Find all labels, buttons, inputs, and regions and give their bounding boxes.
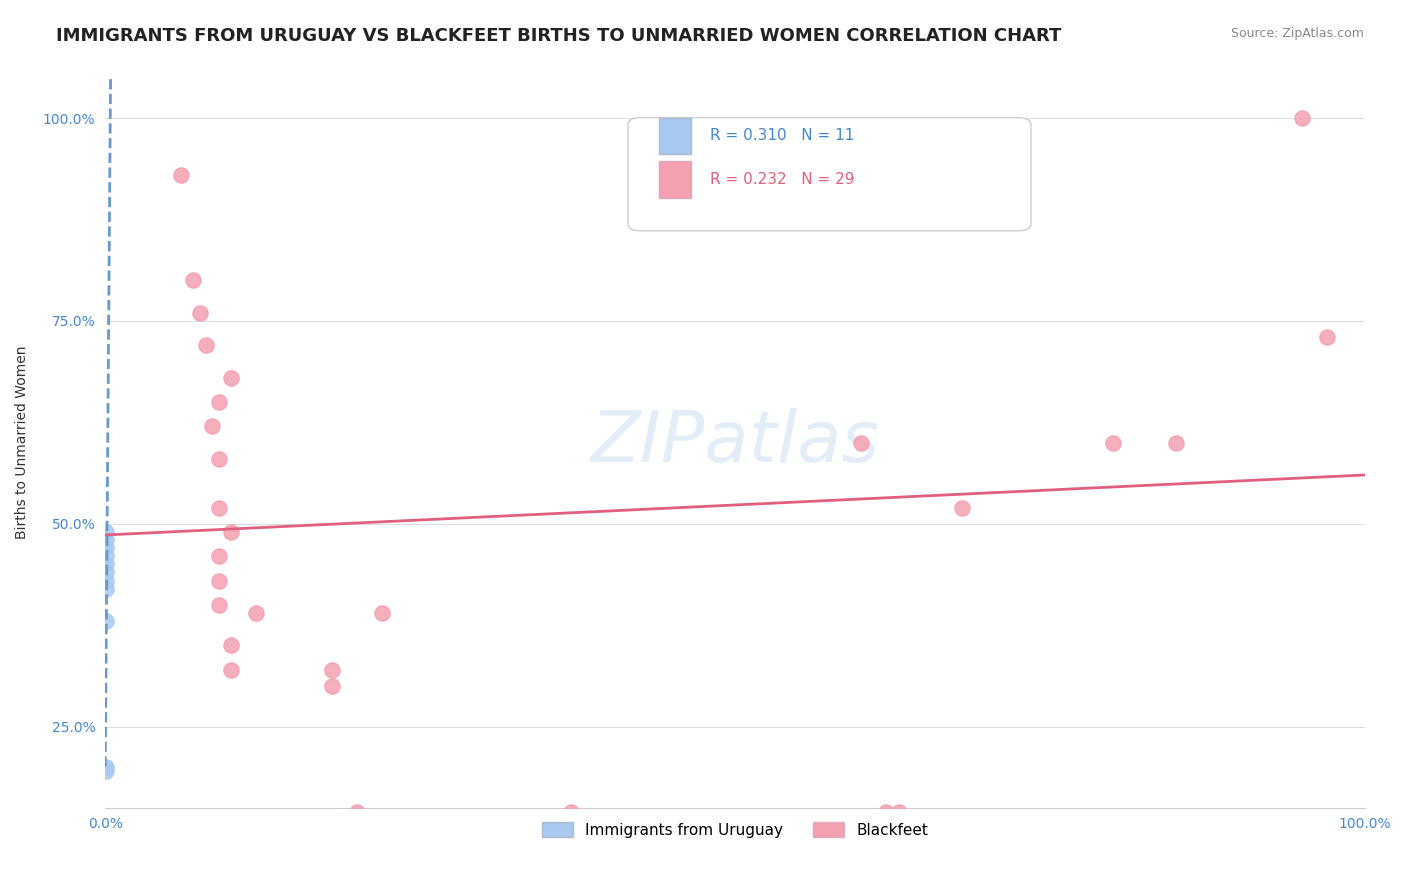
Point — [950, 500, 973, 515]
Point — [201, 419, 224, 434]
FancyBboxPatch shape — [659, 161, 690, 198]
Point — [1316, 330, 1339, 344]
Point — [1101, 435, 1123, 450]
Point — [96, 764, 118, 779]
Point — [245, 606, 267, 620]
Point — [170, 168, 193, 182]
Point — [219, 524, 242, 539]
Point — [371, 606, 394, 620]
Point — [195, 338, 218, 352]
Point — [1164, 435, 1187, 450]
Point — [96, 541, 118, 555]
Point — [207, 598, 229, 612]
Point — [96, 760, 118, 774]
Point — [96, 614, 118, 628]
Point — [1291, 111, 1313, 125]
Point — [560, 805, 582, 819]
Point — [875, 805, 897, 819]
Point — [96, 566, 118, 580]
Point — [887, 805, 910, 819]
Point — [96, 524, 118, 539]
Point — [183, 273, 205, 287]
Point — [96, 533, 118, 547]
Text: IMMIGRANTS FROM URUGUAY VS BLACKFEET BIRTHS TO UNMARRIED WOMEN CORRELATION CHART: IMMIGRANTS FROM URUGUAY VS BLACKFEET BIR… — [56, 27, 1062, 45]
Point — [96, 549, 118, 564]
Point — [207, 574, 229, 588]
Point — [96, 558, 118, 572]
Point — [219, 639, 242, 653]
Point — [219, 663, 242, 677]
Point — [207, 549, 229, 564]
Point — [96, 574, 118, 588]
Point — [207, 395, 229, 409]
Y-axis label: Births to Unmarried Women: Births to Unmarried Women — [15, 346, 30, 540]
Legend: Immigrants from Uruguay, Blackfeet: Immigrants from Uruguay, Blackfeet — [536, 815, 934, 844]
Text: R = 0.310   N = 11: R = 0.310 N = 11 — [710, 128, 855, 144]
Point — [321, 679, 343, 693]
Point — [207, 500, 229, 515]
Text: ZIPatlas: ZIPatlas — [591, 409, 880, 477]
Text: Source: ZipAtlas.com: Source: ZipAtlas.com — [1230, 27, 1364, 40]
Point — [346, 805, 368, 819]
Point — [188, 306, 211, 320]
Point — [321, 663, 343, 677]
Point — [96, 582, 118, 596]
Point — [849, 435, 872, 450]
FancyBboxPatch shape — [659, 118, 690, 154]
Text: R = 0.232   N = 29: R = 0.232 N = 29 — [710, 172, 855, 187]
Point — [219, 370, 242, 384]
FancyBboxPatch shape — [628, 118, 1031, 231]
Point — [207, 451, 229, 466]
